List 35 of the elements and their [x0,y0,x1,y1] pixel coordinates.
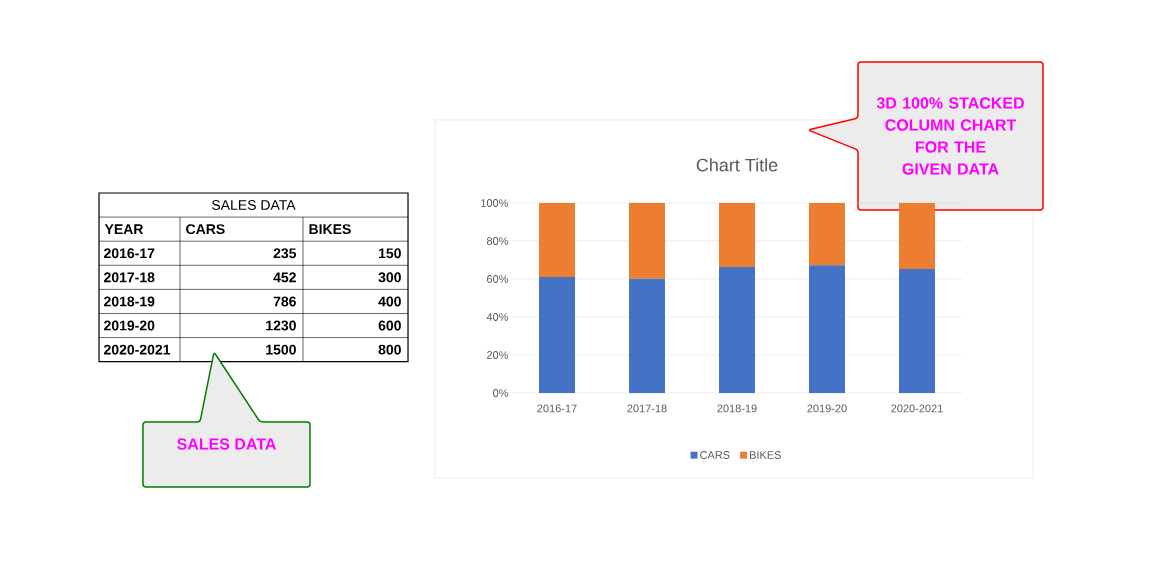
text: 1230 [266,320,296,331]
category-label: 2019-20 [104,320,155,331]
x-tick-label: 2020-2021 [891,404,943,413]
text: BIKES [309,224,351,235]
category-label: 2017-18 [104,272,155,283]
chart-title: Chart Title [696,158,778,172]
category-label: 2016-17 [104,248,155,259]
text: 235 [273,248,297,259]
y-tick-label: 80% [486,237,509,245]
text: 1500 [266,344,296,355]
text: SALES DATA [177,438,277,450]
x-tick-label: 2019-20 [807,404,847,413]
text: YEAR [104,224,144,234]
text: 452 [273,272,296,283]
text: CARS [186,224,225,235]
y-tick-label: 60% [487,275,509,283]
text: 3D 100% STACKED COLUMN CHART FOR THE GIVEN DATA [876,97,1024,175]
legend-label: BIKES [749,451,781,459]
text: 300 [378,272,401,283]
text: 800 [378,344,401,355]
y-tick-label: 20% [487,351,509,359]
category-label: 2018-19 [104,296,155,307]
text: 600 [378,320,401,331]
y-tick-label: 100% [481,199,509,207]
text: SALES DATA [212,200,296,210]
y-tick-label: 0% [493,389,509,397]
y-tick-label: 40% [486,313,509,321]
legend-label: CARS [700,451,730,459]
x-tick-label: 2016-17 [537,404,577,413]
category-label: 2020-2021 [104,344,171,355]
x-tick-label: 2018-19 [717,404,757,413]
text: 150 [379,248,401,259]
x-tick-label: 2017-18 [627,404,667,413]
text: 400 [378,296,401,307]
text: 786 [273,296,296,307]
